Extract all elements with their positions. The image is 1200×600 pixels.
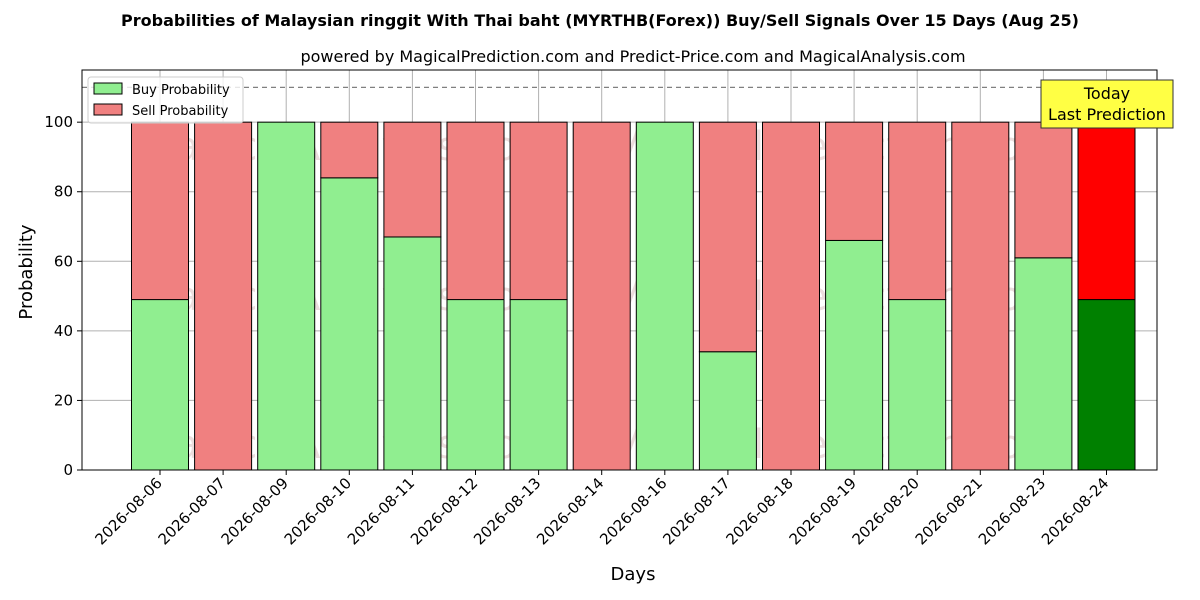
bar-buy [257,121,316,471]
bar-buy [825,239,884,471]
bar-sell [131,121,189,301]
y-axis: 0 20 40 60 80 100 [44,113,82,479]
y-tick-label: 20 [54,391,73,409]
x-tick-label: 2026-08-07 [155,474,229,548]
bar-sell [572,121,631,471]
x-tick-label: 2026-08-19 [786,474,860,548]
bar-sell [383,121,442,238]
today-annotation-box [1040,79,1174,129]
y-tick-label: 60 [54,252,73,270]
x-axis: 2026-08-062026-08-072026-08-092026-08-10… [91,470,1112,548]
y-tick-label: 100 [44,113,73,131]
x-tick-label: 2026-08-23 [975,474,1049,548]
legend: Buy Probability Sell Probability [87,76,244,124]
bar-buy [1077,299,1136,471]
legend-box [87,76,244,124]
bar-sell [1077,121,1136,301]
bar-sell [1014,121,1073,259]
plot-frame [81,69,1158,471]
y-tick-label: 80 [54,183,73,201]
x-tick-label: 2026-08-12 [407,474,481,548]
legend-swatch-buy [93,82,123,95]
chart-subtitle: powered by MagicalPrediction.com and Pre… [300,47,965,66]
bar-sell [509,121,568,301]
bars [131,121,1136,471]
bar-buy [383,236,442,471]
bar-sell [825,121,884,241]
bar-sell [698,121,757,353]
bar-buy [131,299,189,471]
x-tick-label: 2026-08-24 [1038,474,1112,548]
x-tick-label: 2026-08-17 [659,474,733,548]
legend-label-sell: Sell Probability [132,104,229,119]
bar-sell [888,121,947,301]
bar-sell [194,121,253,471]
legend-label-buy: Buy Probability [132,83,230,98]
bar-buy [446,299,505,471]
x-tick-label: 2026-08-06 [91,474,165,548]
y-tick-label: 0 [63,461,73,479]
y-tick-label: 40 [54,322,73,340]
bar-buy [888,299,947,471]
y-axis-label: Probability [16,224,37,319]
bar-buy [1014,257,1073,471]
today-annotation: Today Last Prediction [1040,79,1174,129]
x-tick-label: 2026-08-11 [344,474,418,548]
bar-sell [762,121,820,471]
bar-sell [320,121,379,179]
x-tick-label: 2026-08-09 [218,474,292,548]
x-axis-label: Days [611,564,656,585]
today-annotation-line1: Today [1083,84,1130,103]
bar-sell [951,121,1010,471]
x-tick-label: 2026-08-13 [470,474,544,548]
bar-buy [509,299,568,471]
x-tick-label: 2026-08-18 [722,474,796,548]
bar-sell [446,121,505,301]
bar-buy [635,121,694,471]
x-tick-label: 2026-08-16 [596,474,670,548]
x-tick-label: 2026-08-21 [912,474,986,548]
bar-buy [698,351,757,471]
chart-title: Probabilities of Malaysian ringgit With … [121,11,1079,30]
x-tick-label: 2026-08-14 [533,474,607,548]
bar-buy [320,177,379,471]
legend-swatch-sell [93,103,123,116]
x-tick-label: 2026-08-20 [849,474,923,548]
today-annotation-line2: Last Prediction [1048,105,1166,124]
x-tick-label: 2026-08-10 [281,474,355,548]
